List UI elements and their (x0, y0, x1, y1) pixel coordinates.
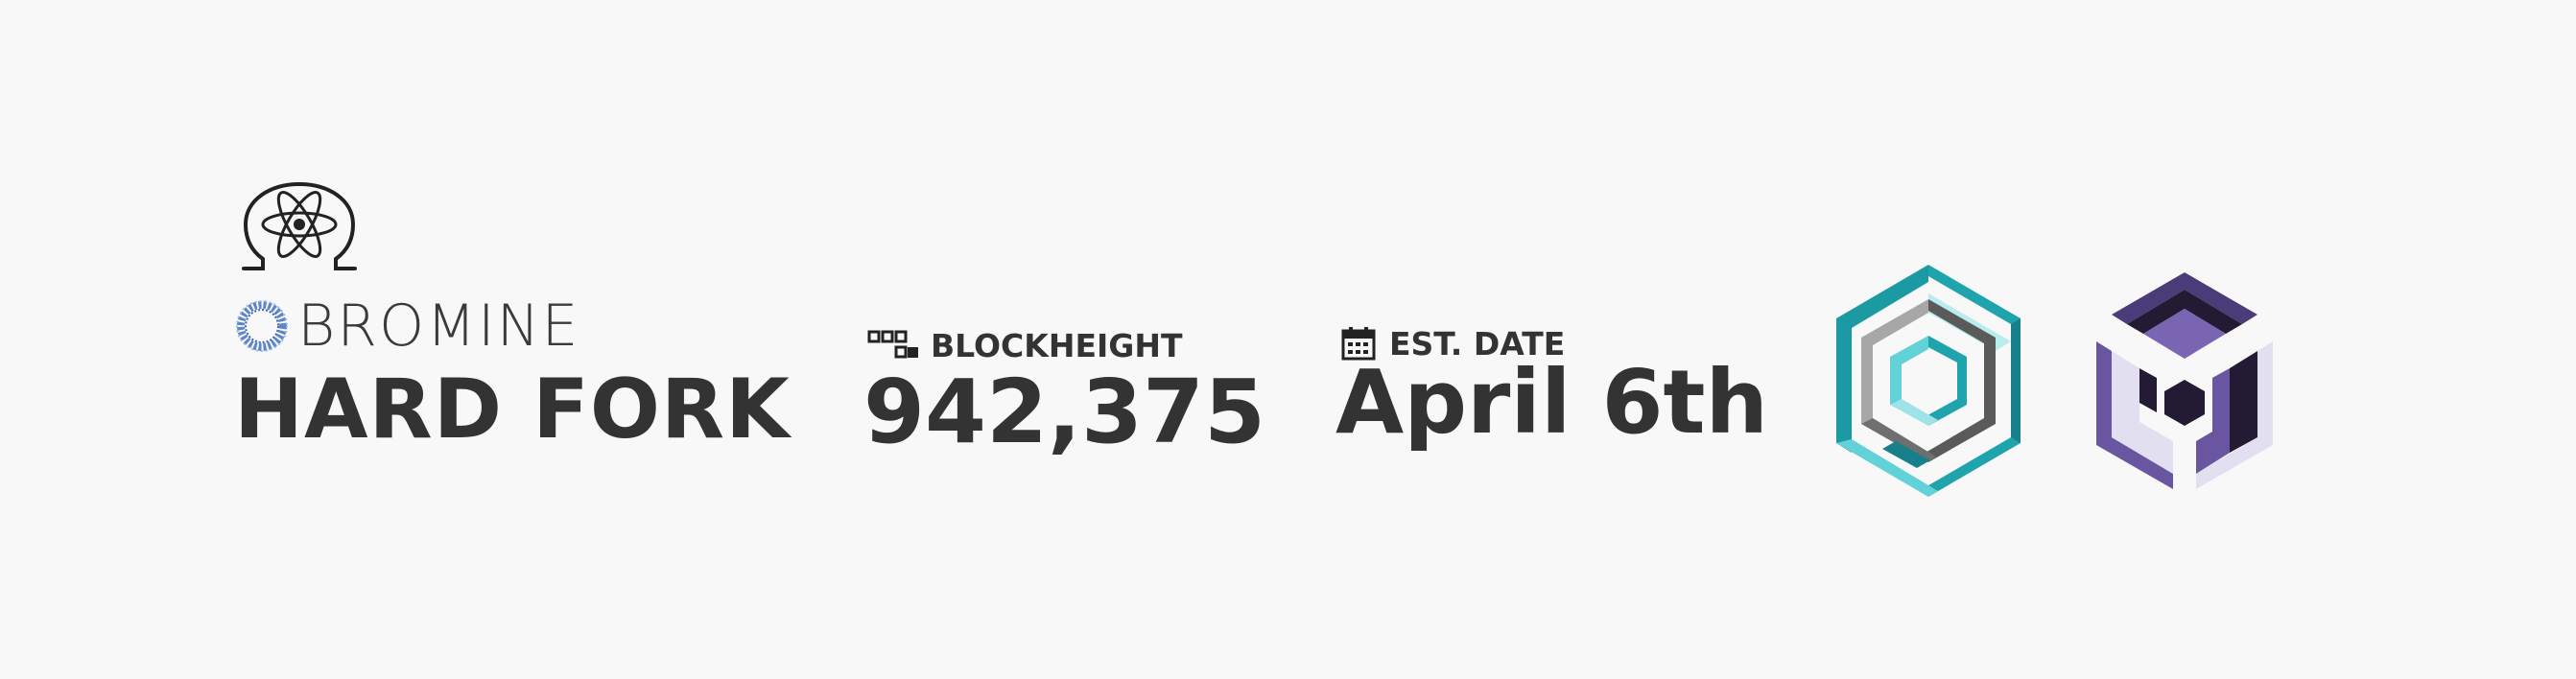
brand-name: BROMINE (297, 293, 580, 360)
headline: HARD FORK (234, 362, 791, 457)
teal-hexagon-knot-icon (1836, 265, 2021, 497)
blockheight-value: 942,375 (863, 361, 1266, 463)
calendar-icon (1341, 327, 1376, 361)
est-date-label-row: EST. DATE (1341, 324, 1565, 363)
blocks-icon (867, 330, 918, 359)
blockheight-label-row: BLOCKHEIGHT (867, 326, 1183, 364)
purple-hexagon-cube-icon (2096, 272, 2273, 489)
bromine-wordmark: BROMINE (234, 295, 579, 357)
est-date-value: April 6th (1335, 351, 1769, 454)
blockheight-label: BLOCKHEIGHT (931, 326, 1183, 364)
omega-atom-icon (242, 181, 357, 270)
est-date-label: EST. DATE (1389, 324, 1566, 363)
laurel-ring-icon (236, 300, 288, 352)
